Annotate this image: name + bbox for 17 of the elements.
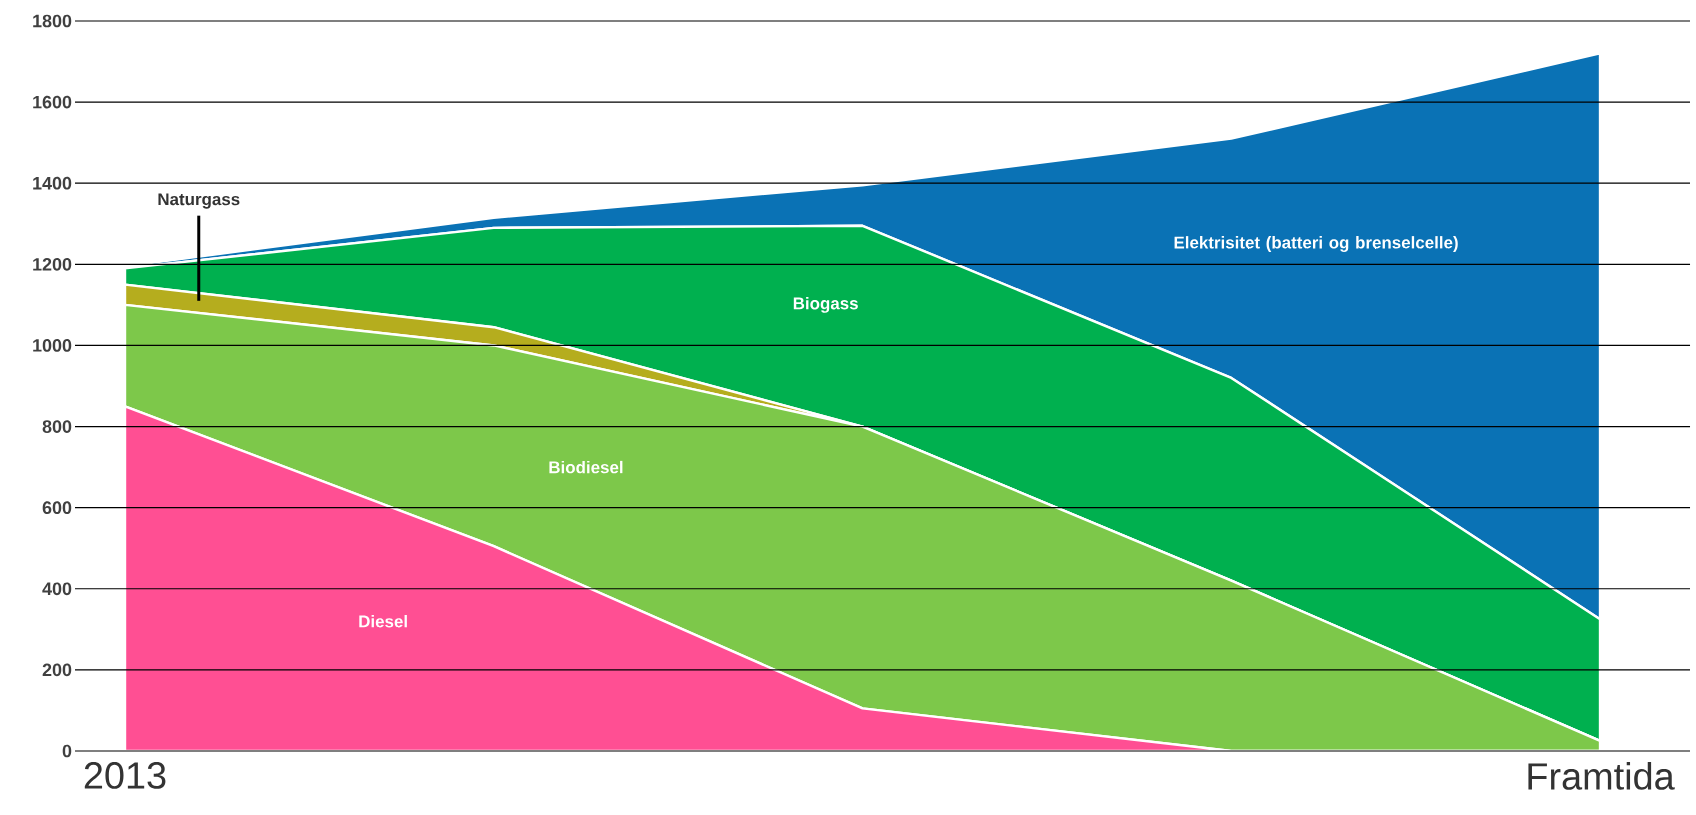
y-tick-label: 400	[42, 582, 72, 596]
y-tick-label: 0	[62, 744, 72, 758]
y-tick-label: 200	[42, 663, 72, 677]
x-tick-label: 2013	[84, 762, 166, 789]
y-tick-label: 1200	[33, 257, 72, 271]
series-label: Biodiesel	[549, 460, 623, 474]
series-label: Diesel	[359, 614, 407, 628]
y-tick-label: 800	[42, 420, 72, 433]
series-label: Elektrisitet (batteri og brenselcelle)	[1174, 236, 1458, 252]
x-tick-label: Framtida	[1528, 762, 1675, 790]
y-tick-label: 1400	[33, 176, 72, 190]
y-tick-label: 600	[42, 501, 72, 515]
y-tick-label: 1600	[33, 95, 72, 109]
text: Naturgass	[158, 193, 240, 209]
y-tick-label: 1000	[33, 339, 72, 352]
y-tick-label: 1800	[33, 14, 72, 28]
series-label: Biogass	[793, 296, 858, 313]
